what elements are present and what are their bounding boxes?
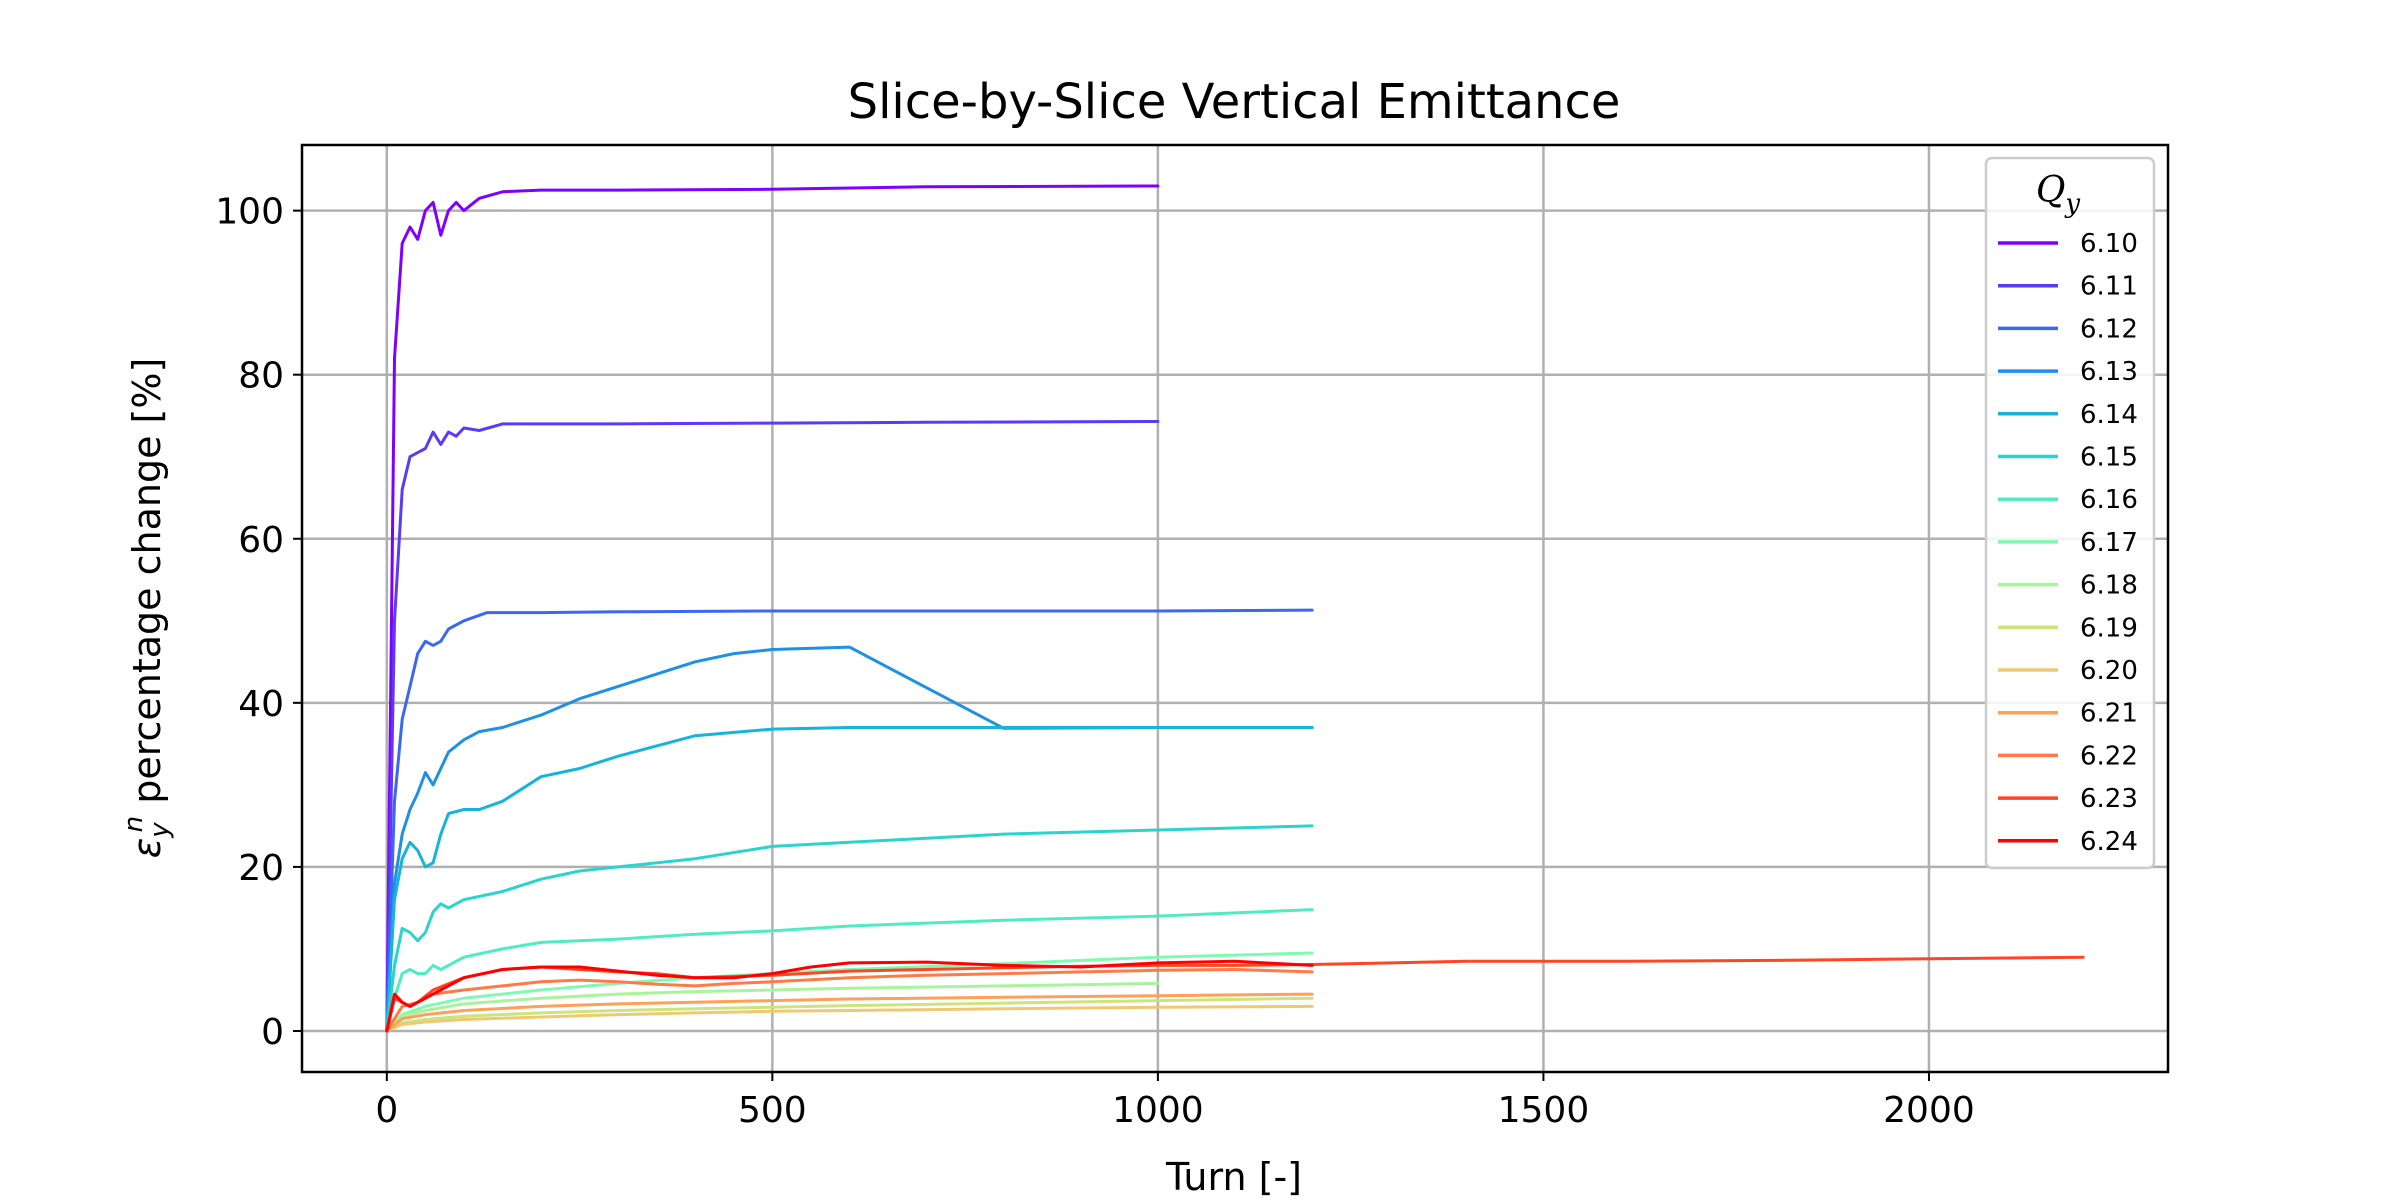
plot-frame — [300, 143, 2170, 1074]
series-line-6-14 — [385, 726, 1314, 1033]
series-line-6-13 — [385, 645, 1314, 1033]
grid-lines — [302, 145, 2168, 1072]
series-line-6-21 — [385, 992, 1314, 1033]
y-tick-label: 60 — [238, 520, 284, 561]
legend-label: 6.17 — [2080, 528, 2138, 558]
legend-label: 6.20 — [2080, 656, 2138, 686]
x-tick-label: 1000 — [1112, 1090, 1204, 1131]
series-line-6-22 — [385, 968, 1314, 1033]
y-axis-label-symbol: ε — [125, 838, 169, 859]
legend-label: 6.12 — [2080, 314, 2138, 344]
y-axis-label-subscript: y — [145, 822, 175, 839]
series-line-6-19 — [385, 996, 1314, 1033]
series-line-6-15 — [385, 824, 1314, 1033]
series-line-6-12 — [385, 608, 1314, 1033]
series-line-6-11 — [385, 420, 1160, 1033]
legend-label: 6.10 — [2080, 229, 2138, 259]
legend-title: Qy — [2036, 170, 2081, 219]
axis-ticks: 0 500 1000 1500 2000 0 20 40 60 80 100 — [215, 192, 1974, 1131]
series-line-6-10 — [385, 184, 1160, 1033]
series-line-6-20 — [385, 1004, 1314, 1033]
legend-label: 6.11 — [2080, 272, 2138, 302]
legend-title-symbol: Q — [2036, 170, 2066, 211]
legend-box — [1984, 156, 2156, 870]
x-tick-label: 2000 — [1883, 1090, 1975, 1131]
x-tick-label: 1500 — [1498, 1090, 1590, 1131]
legend-title-subscript: y — [2064, 189, 2080, 219]
series-layer — [385, 184, 2085, 1033]
legend: Qy 6.106.116.126.136.146.156.166.176.186… — [1984, 156, 2156, 870]
legend-label: 6.15 — [2080, 443, 2138, 473]
x-tick-label: 0 — [375, 1090, 398, 1131]
series-line-6-17 — [385, 951, 1314, 1033]
y-axis-label-text: percentage change [%] — [125, 358, 169, 816]
legend-label: 6.14 — [2080, 400, 2138, 430]
x-axis-label: Turn [-] — [1165, 1155, 1302, 1199]
y-axis-label: εyn percentage change [%] — [119, 358, 175, 859]
legend-label: 6.23 — [2080, 784, 2138, 814]
chart-title: Slice-by-Slice Vertical Emittance — [848, 74, 1621, 130]
legend-label: 6.13 — [2080, 357, 2138, 387]
series-line-6-16 — [385, 908, 1314, 1033]
y-tick-label: 20 — [238, 848, 284, 889]
series-line-6-24 — [385, 959, 1314, 1033]
y-tick-label: 0 — [261, 1012, 284, 1053]
y-tick-label: 40 — [238, 684, 284, 725]
legend-items: 6.10 6.11 6.12 6.13 6.14 6.15 6.16 6.17 6.18 6.19… — [1998, 229, 2138, 857]
y-tick-label: 80 — [238, 356, 284, 397]
legend-label: 6.24 — [2080, 827, 2138, 857]
legend-label: 6.21 — [2080, 699, 2138, 729]
legend-label: 6.19 — [2080, 613, 2138, 643]
y-axis-label-superscript: n — [119, 816, 149, 832]
y-tick-label: 100 — [215, 192, 284, 233]
x-tick-label: 500 — [738, 1090, 807, 1131]
legend-label: 6.16 — [2080, 485, 2138, 515]
series-line-6-18 — [385, 981, 1160, 1033]
legend-label: 6.18 — [2080, 571, 2138, 601]
legend-label: 6.22 — [2080, 741, 2138, 771]
